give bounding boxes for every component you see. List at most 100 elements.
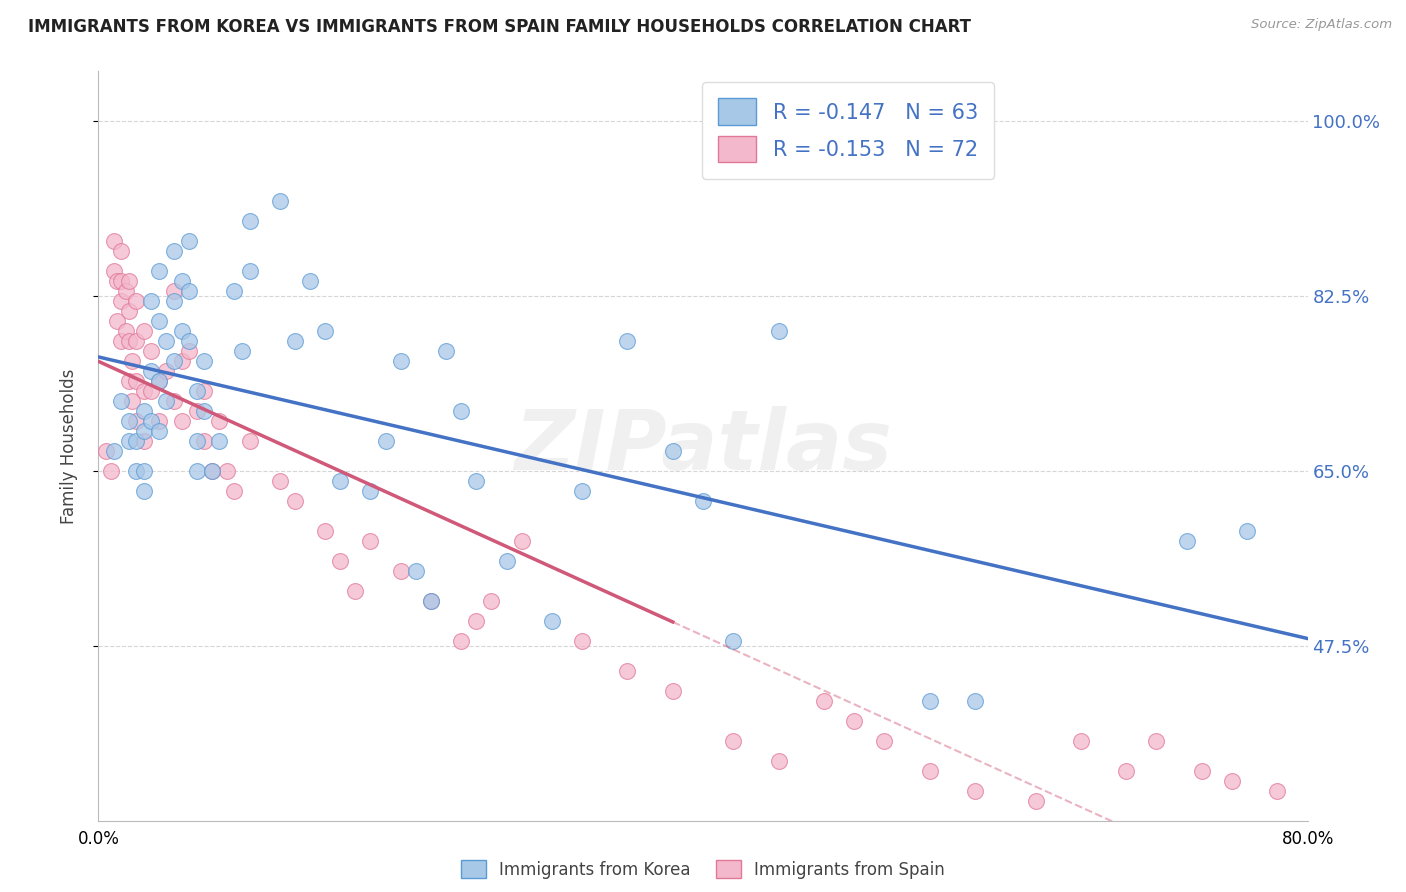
Point [510, 533, 533, 548]
Point [1115, 764, 1137, 778]
Point [420, 594, 443, 608]
Point [193, 434, 215, 448]
Point [844, 714, 866, 728]
Point [148, 314, 170, 328]
Point [723, 633, 745, 648]
Point [571, 633, 593, 648]
Point [434, 344, 457, 359]
Point [163, 294, 186, 309]
Point [179, 284, 201, 298]
Point [163, 284, 186, 298]
Point [121, 394, 143, 409]
Point [114, 284, 136, 298]
Point [405, 564, 427, 578]
Point [208, 414, 231, 428]
Point [148, 374, 170, 388]
Point [94, 444, 117, 458]
Point [193, 384, 215, 398]
Point [110, 274, 132, 288]
Point [141, 414, 163, 428]
Point [148, 424, 170, 438]
Point [121, 354, 143, 368]
Point [723, 733, 745, 747]
Text: Source: ZipAtlas.com: Source: ZipAtlas.com [1251, 18, 1392, 31]
Point [118, 304, 141, 318]
Point [224, 483, 246, 498]
Point [374, 434, 396, 448]
Point [1175, 533, 1198, 548]
Point [465, 474, 488, 488]
Point [110, 394, 132, 409]
Point [125, 374, 148, 388]
Point [193, 354, 215, 368]
Point [132, 434, 155, 448]
Point [389, 564, 412, 578]
Point [132, 424, 155, 438]
Point [118, 334, 141, 348]
Point [661, 683, 683, 698]
Point [813, 694, 835, 708]
Point [314, 524, 336, 538]
Point [132, 404, 155, 418]
Point [284, 494, 307, 508]
Point [495, 554, 517, 568]
Point [105, 274, 128, 288]
Point [148, 414, 170, 428]
Point [163, 394, 186, 409]
Point [873, 733, 896, 747]
Y-axis label: Family Households: Family Households [59, 368, 77, 524]
Point [141, 384, 163, 398]
Point [571, 483, 593, 498]
Point [103, 234, 125, 248]
Point [201, 464, 224, 478]
Point [918, 694, 941, 708]
Point [616, 664, 638, 678]
Point [148, 374, 170, 388]
Point [114, 324, 136, 338]
Point [269, 474, 291, 488]
Point [299, 274, 322, 288]
Point [1144, 733, 1167, 747]
Point [155, 394, 177, 409]
Point [155, 334, 177, 348]
Point [616, 334, 638, 348]
Point [100, 464, 122, 478]
Point [186, 434, 208, 448]
Point [1267, 783, 1289, 797]
Point [768, 754, 790, 768]
Point [201, 464, 224, 478]
Point [141, 344, 163, 359]
Point [540, 614, 562, 628]
Text: ZIPatlas: ZIPatlas [515, 406, 891, 486]
Point [450, 404, 472, 418]
Point [360, 533, 382, 548]
Point [125, 294, 148, 309]
Point [918, 764, 941, 778]
Point [193, 404, 215, 418]
Point [465, 614, 488, 628]
Point [118, 414, 141, 428]
Point [1236, 524, 1258, 538]
Point [125, 414, 148, 428]
Point [239, 264, 262, 278]
Point [170, 274, 193, 288]
Point [118, 434, 141, 448]
Point [170, 324, 193, 338]
Point [661, 444, 683, 458]
Point [132, 384, 155, 398]
Point [186, 464, 208, 478]
Point [110, 294, 132, 309]
Point [965, 694, 987, 708]
Point [110, 334, 132, 348]
Point [1070, 733, 1092, 747]
Point [215, 464, 238, 478]
Point [170, 354, 193, 368]
Point [768, 324, 790, 338]
Point [360, 483, 382, 498]
Point [163, 354, 186, 368]
Point [148, 264, 170, 278]
Point [132, 483, 155, 498]
Point [284, 334, 307, 348]
Point [141, 364, 163, 378]
Point [179, 334, 201, 348]
